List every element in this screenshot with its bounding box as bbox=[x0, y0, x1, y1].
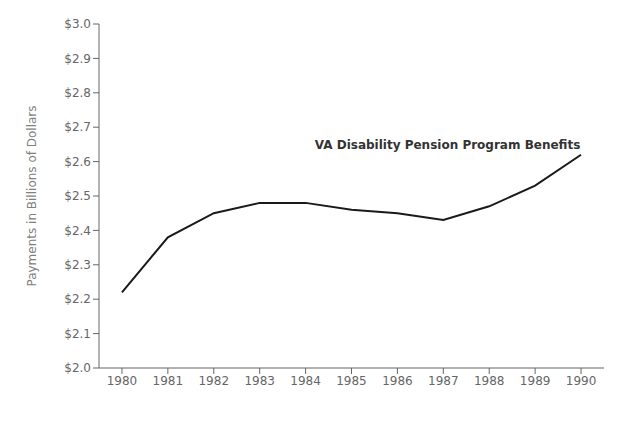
svg-text:Payments in Billions of Dollar: Payments in Billions of Dollars bbox=[25, 105, 39, 286]
svg-text:$2.6: $2.6 bbox=[64, 155, 91, 169]
svg-text:$2.1: $2.1 bbox=[64, 327, 91, 341]
svg-text:$2.2: $2.2 bbox=[64, 292, 91, 306]
svg-text:$2.3: $2.3 bbox=[64, 258, 91, 272]
svg-text:1983: 1983 bbox=[244, 374, 275, 388]
svg-text:1981: 1981 bbox=[153, 374, 184, 388]
svg-text:$2.5: $2.5 bbox=[64, 189, 91, 203]
svg-text:VA Disability Pension Program: VA Disability Pension Program Benefits bbox=[315, 138, 581, 152]
svg-text:1989: 1989 bbox=[520, 374, 551, 388]
svg-text:1980: 1980 bbox=[107, 374, 138, 388]
svg-text:1986: 1986 bbox=[382, 374, 413, 388]
svg-text:1987: 1987 bbox=[428, 374, 459, 388]
svg-text:$2.8: $2.8 bbox=[64, 86, 91, 100]
svg-text:$2.0: $2.0 bbox=[64, 361, 91, 375]
svg-text:$2.4: $2.4 bbox=[64, 224, 91, 238]
svg-text:1985: 1985 bbox=[336, 374, 367, 388]
svg-text:1988: 1988 bbox=[474, 374, 505, 388]
svg-text:1984: 1984 bbox=[290, 374, 321, 388]
svg-text:$3.0: $3.0 bbox=[64, 17, 91, 31]
svg-text:1990: 1990 bbox=[566, 374, 597, 388]
svg-text:1982: 1982 bbox=[198, 374, 229, 388]
svg-text:$2.9: $2.9 bbox=[64, 52, 91, 66]
svg-text:$2.7: $2.7 bbox=[64, 120, 91, 134]
